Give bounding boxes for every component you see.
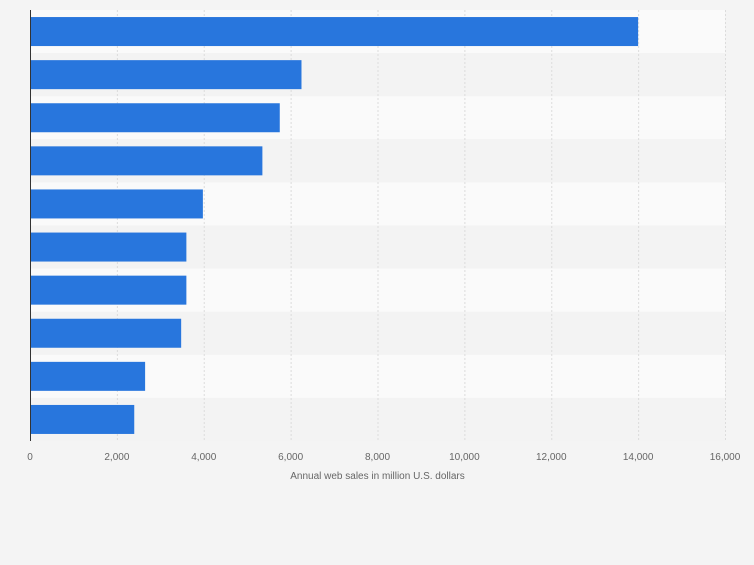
x-tick-label: 16,000 bbox=[710, 452, 741, 463]
x-tick-label: 6,000 bbox=[278, 452, 303, 463]
x-tick-label: 10,000 bbox=[449, 452, 480, 463]
bars bbox=[30, 17, 639, 434]
x-tick-label: 12,000 bbox=[536, 452, 567, 463]
x-axis-label: Annual web sales in million U.S. dollars bbox=[290, 471, 465, 482]
bar[interactable] bbox=[30, 232, 187, 262]
x-axis-tick-labels: 0 2,000 4,000 6,000 8,000 10,000 12,000 14,000 1… bbox=[27, 452, 741, 463]
x-tick-label: 8,000 bbox=[365, 452, 390, 463]
bar[interactable] bbox=[30, 275, 187, 305]
x-tick-label: 14,000 bbox=[623, 452, 654, 463]
bar[interactable] bbox=[30, 318, 182, 348]
x-tick-label: 0 bbox=[27, 452, 33, 463]
bar[interactable] bbox=[30, 361, 146, 391]
bar[interactable] bbox=[30, 404, 135, 434]
bar[interactable] bbox=[30, 146, 263, 176]
bar[interactable] bbox=[30, 189, 203, 219]
bar[interactable] bbox=[30, 103, 280, 133]
bar[interactable] bbox=[30, 60, 302, 90]
bar[interactable] bbox=[30, 17, 639, 47]
x-tick-label: 4,000 bbox=[191, 452, 216, 463]
x-tick-label: 2,000 bbox=[104, 452, 129, 463]
